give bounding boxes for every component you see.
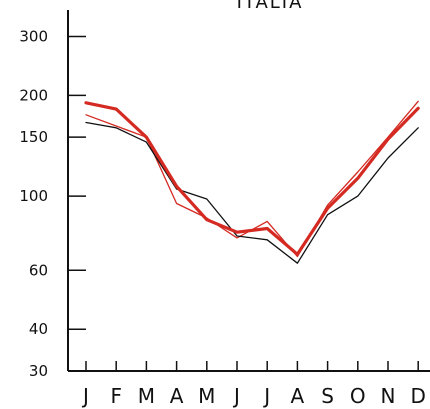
y-tick-label: 200 <box>19 86 48 104</box>
x-tick-label: F <box>110 384 122 408</box>
series-line-thin-black <box>85 121 419 264</box>
chart-title: ITALIA <box>237 0 304 13</box>
x-tick-label: S <box>321 384 334 408</box>
y-tick-label: 30 <box>29 362 48 380</box>
x-tick-label: J <box>81 384 89 408</box>
x-tick-label: O <box>350 384 366 408</box>
x-tick-label: A <box>291 384 305 408</box>
y-tick-label: 100 <box>19 187 48 205</box>
y-tick-label: 40 <box>29 320 48 338</box>
x-tick-label: M <box>138 384 155 408</box>
x-tick-label: A <box>170 384 184 408</box>
y-axis-ticks: 30 40 60 100 150 200 300 <box>19 27 86 380</box>
y-tick-label: 60 <box>29 261 48 279</box>
x-tick-label: M <box>198 384 215 408</box>
x-tick-label: D <box>410 384 425 408</box>
x-tick-label: N <box>381 384 396 408</box>
chart-axes <box>67 10 430 372</box>
y-tick-label: 300 <box>19 27 48 45</box>
x-tick-label: J <box>262 384 270 408</box>
series-line-thin-red <box>85 100 419 258</box>
series-layer <box>84 100 420 264</box>
x-tick-label: J <box>232 384 240 408</box>
series-line-thick-red <box>84 101 420 256</box>
y-tick-label: 150 <box>19 128 48 146</box>
